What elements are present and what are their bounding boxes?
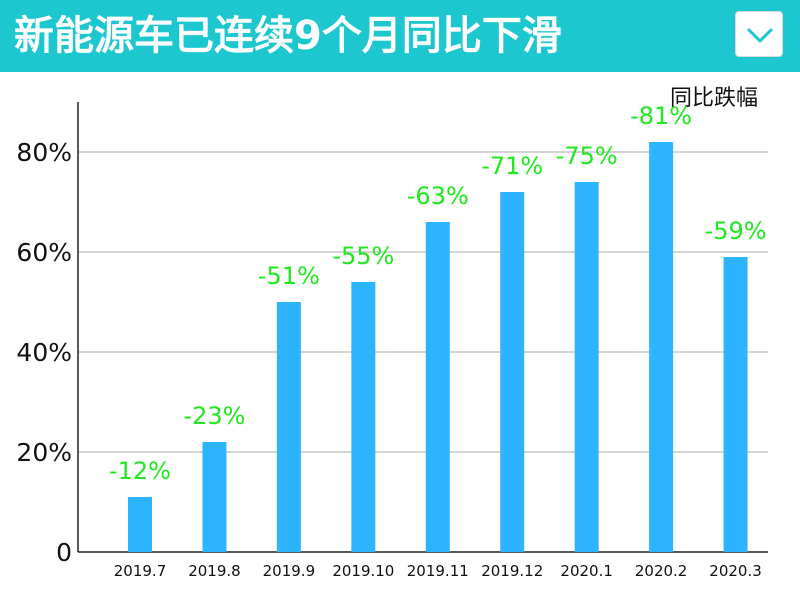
bar xyxy=(276,302,301,552)
x-tick-label: 2020.3 xyxy=(709,562,762,580)
x-tick-label: 2020.1 xyxy=(560,562,613,580)
data-label: -59% xyxy=(705,217,767,245)
data-label: -81% xyxy=(630,102,692,130)
y-tick-label: 0 xyxy=(56,538,72,567)
bar xyxy=(202,442,227,552)
bar xyxy=(723,257,748,552)
data-label: -75% xyxy=(556,142,618,170)
header-bar: 新能源车已连续9个月同比下滑 xyxy=(0,0,800,72)
bar xyxy=(128,497,152,552)
x-tick-label: 2019.11 xyxy=(407,562,469,580)
x-tick-label: 2019.9 xyxy=(263,562,316,580)
chart-unit-label: 同比跌幅 xyxy=(670,86,759,111)
data-label: -51% xyxy=(258,262,320,290)
y-tick-label: 60% xyxy=(16,238,72,267)
data-label: -63% xyxy=(407,182,469,210)
y-tick-label: 80% xyxy=(16,138,72,167)
x-tick-label: 2019.8 xyxy=(188,562,241,580)
dropdown-button[interactable] xyxy=(735,11,783,57)
data-label: -71% xyxy=(481,152,543,180)
chevron-down-icon xyxy=(747,28,773,43)
x-tick-label: 2019.10 xyxy=(332,562,394,580)
x-tick-label: 2019.12 xyxy=(481,562,543,580)
x-tick-label: 2020.2 xyxy=(635,562,688,580)
data-label: -55% xyxy=(332,242,394,270)
data-label: -12% xyxy=(109,457,171,485)
page-title: 新能源车已连续9个月同比下滑 xyxy=(14,13,562,59)
x-tick-label: 2019.7 xyxy=(114,562,167,580)
bar xyxy=(351,282,376,552)
data-label: -23% xyxy=(183,402,245,430)
y-tick-label: 40% xyxy=(16,338,72,367)
bar xyxy=(425,222,450,552)
bar xyxy=(649,142,674,552)
bar xyxy=(500,192,525,552)
y-tick-label: 20% xyxy=(16,438,72,467)
bar xyxy=(574,182,599,552)
